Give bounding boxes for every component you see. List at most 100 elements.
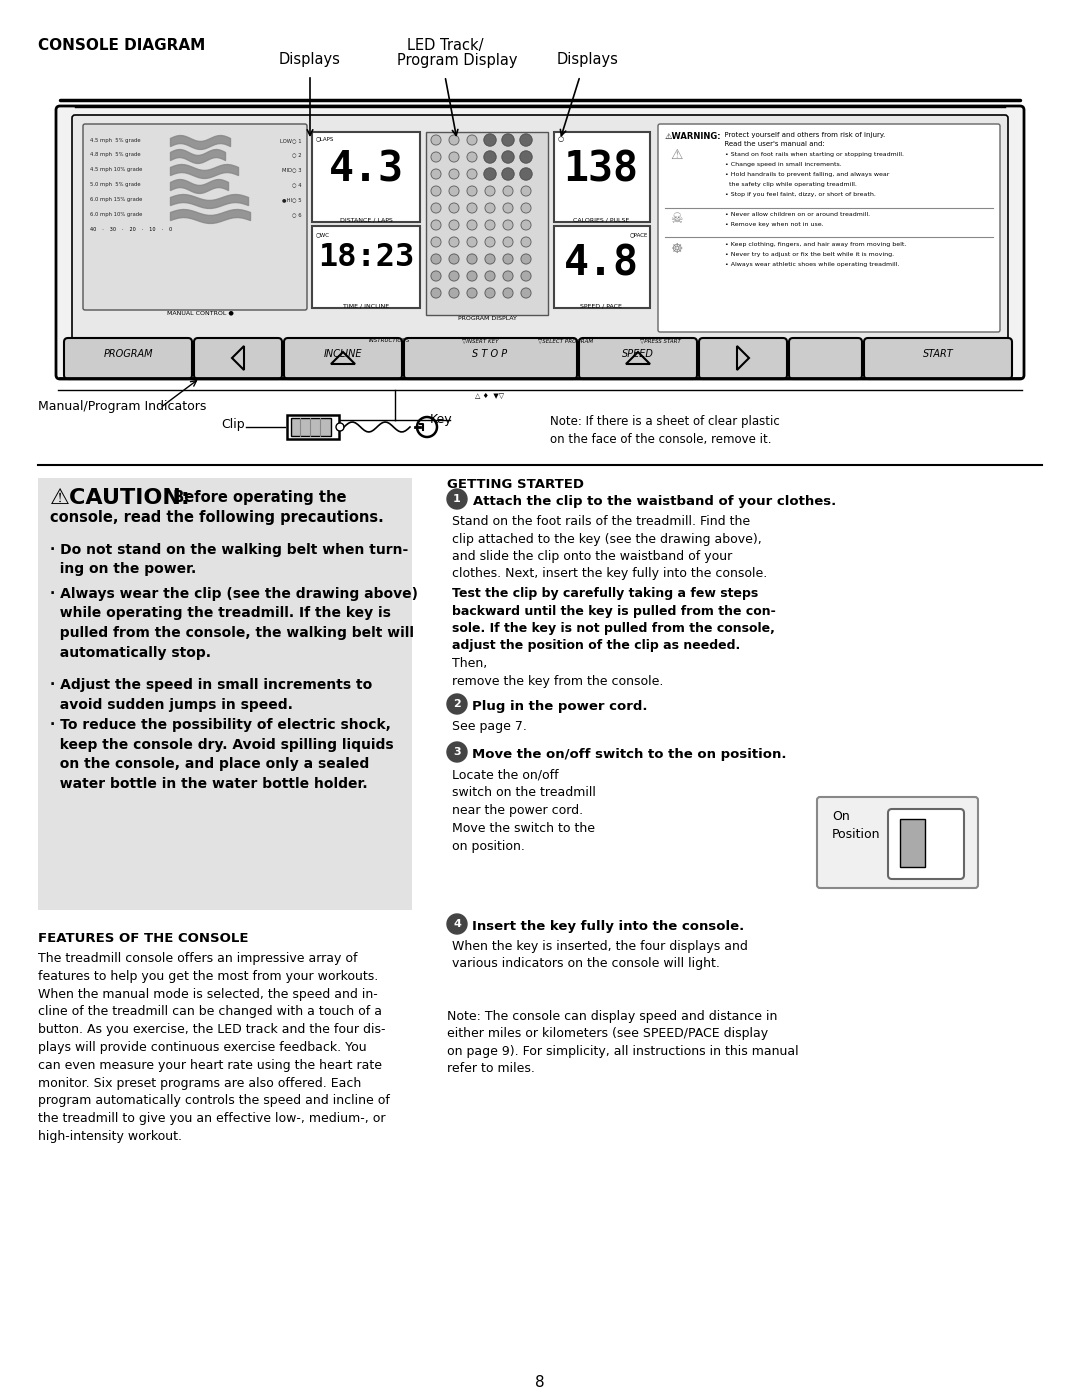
FancyBboxPatch shape: [888, 809, 964, 879]
Bar: [426, 131, 548, 314]
Text: ☠: ☠: [670, 212, 683, 226]
FancyBboxPatch shape: [658, 124, 1000, 332]
Circle shape: [449, 169, 459, 179]
Text: Stand on the foot rails of the treadmill. Find the
clip attached to the key (see: Stand on the foot rails of the treadmill…: [453, 515, 767, 581]
Text: INSTRUCTIONS: INSTRUCTIONS: [369, 338, 410, 344]
Circle shape: [503, 186, 513, 196]
FancyBboxPatch shape: [579, 338, 697, 379]
Text: Program Display: Program Display: [396, 53, 517, 68]
Circle shape: [467, 203, 477, 212]
Text: 4.8: 4.8: [564, 242, 638, 284]
Text: Move the on/off switch to the on position.: Move the on/off switch to the on positio…: [472, 747, 786, 761]
Text: 4.3: 4.3: [328, 148, 404, 190]
Text: GETTING STARTED: GETTING STARTED: [447, 478, 584, 490]
Circle shape: [417, 416, 437, 437]
Text: Then,
remove the key from the console.: Then, remove the key from the console.: [453, 657, 663, 687]
Text: • Never try to adjust or fix the belt while it is moving.: • Never try to adjust or fix the belt wh…: [725, 251, 894, 257]
Text: ▽INSERT KEY: ▽INSERT KEY: [462, 338, 498, 344]
FancyBboxPatch shape: [72, 115, 1008, 344]
Circle shape: [431, 152, 441, 162]
Text: On: On: [832, 810, 850, 823]
Circle shape: [467, 271, 477, 281]
Text: ○PACE: ○PACE: [630, 232, 648, 237]
FancyBboxPatch shape: [284, 338, 402, 379]
Circle shape: [485, 203, 495, 212]
Circle shape: [503, 288, 513, 298]
Circle shape: [431, 237, 441, 247]
Circle shape: [484, 134, 496, 147]
Bar: [312, 226, 420, 307]
Text: Manual/Program Indicators: Manual/Program Indicators: [38, 400, 206, 414]
Text: INCLINE: INCLINE: [324, 349, 362, 359]
Text: DISTANCE / LAPS: DISTANCE / LAPS: [339, 218, 392, 224]
Circle shape: [503, 254, 513, 264]
Circle shape: [449, 254, 459, 264]
Text: Clip: Clip: [221, 418, 245, 432]
Circle shape: [485, 219, 495, 231]
FancyBboxPatch shape: [404, 338, 577, 379]
Text: 18:23: 18:23: [318, 242, 414, 272]
Text: · Always wear the clip (see the drawing above)
  while operating the treadmill. : · Always wear the clip (see the drawing …: [50, 587, 418, 659]
Text: Locate the on/off
switch on the treadmill
near the power cord.
Move the switch t: Locate the on/off switch on the treadmil…: [453, 768, 596, 854]
Text: 4.5 mph  5% grade: 4.5 mph 5% grade: [90, 138, 140, 142]
Text: Note: The console can display speed and distance in
either miles or kilometers (: Note: The console can display speed and …: [447, 1010, 798, 1076]
Text: Displays: Displays: [557, 52, 619, 67]
Text: Plug in the power cord.: Plug in the power cord.: [472, 700, 648, 712]
Text: LED Track/: LED Track/: [407, 38, 483, 53]
Circle shape: [502, 151, 514, 163]
Circle shape: [467, 136, 477, 145]
Circle shape: [449, 219, 459, 231]
Circle shape: [503, 219, 513, 231]
Text: ○ 6: ○ 6: [293, 212, 302, 217]
Text: MID○ 3: MID○ 3: [283, 168, 302, 172]
Circle shape: [449, 203, 459, 212]
Text: Key: Key: [430, 414, 453, 426]
Text: START: START: [922, 349, 954, 359]
Text: • Never allow children on or around treadmill.: • Never allow children on or around trea…: [725, 212, 870, 217]
Circle shape: [431, 288, 441, 298]
Circle shape: [467, 237, 477, 247]
Text: ○WC: ○WC: [316, 232, 330, 237]
Text: Insert the key fully into the console.: Insert the key fully into the console.: [472, 921, 744, 933]
Circle shape: [467, 219, 477, 231]
Circle shape: [519, 151, 532, 163]
Circle shape: [431, 219, 441, 231]
Text: Attach the clip to the waistband of your clothes.: Attach the clip to the waistband of your…: [473, 495, 836, 509]
Circle shape: [447, 694, 467, 714]
Circle shape: [467, 152, 477, 162]
Circle shape: [431, 136, 441, 145]
Text: 4: 4: [454, 919, 461, 929]
Circle shape: [502, 134, 514, 147]
Bar: [291, 418, 330, 436]
Text: 8: 8: [536, 1375, 544, 1390]
Circle shape: [467, 186, 477, 196]
Text: ⚠WARNING:: ⚠WARNING:: [665, 131, 721, 141]
Text: • Stand on foot rails when starting or stopping treadmill.: • Stand on foot rails when starting or s…: [725, 152, 904, 156]
Bar: [900, 819, 924, 868]
Circle shape: [447, 914, 467, 935]
Circle shape: [485, 237, 495, 247]
Text: Note: If there is a sheet of clear plastic
on the face of the console, remove it: Note: If there is a sheet of clear plast…: [550, 415, 780, 446]
Circle shape: [431, 169, 441, 179]
Text: PROGRAM DISPLAY: PROGRAM DISPLAY: [458, 316, 516, 321]
Circle shape: [503, 203, 513, 212]
Text: MANUAL CONTROL ●: MANUAL CONTROL ●: [166, 310, 233, 314]
Text: ▽PRESS START: ▽PRESS START: [639, 338, 680, 344]
Bar: [554, 226, 650, 307]
Text: 40    ·    30    ·    20    ·    10    ·    0: 40 · 30 · 20 · 10 · 0: [90, 226, 172, 232]
Circle shape: [484, 168, 496, 180]
Circle shape: [521, 203, 531, 212]
FancyBboxPatch shape: [816, 798, 978, 888]
FancyBboxPatch shape: [699, 338, 787, 379]
Circle shape: [521, 219, 531, 231]
Text: 4.8 mph  5% grade: 4.8 mph 5% grade: [90, 152, 140, 156]
Text: ○ 2: ○ 2: [293, 152, 302, 156]
Text: ○ 4: ○ 4: [293, 182, 302, 187]
FancyBboxPatch shape: [789, 338, 862, 379]
FancyBboxPatch shape: [864, 338, 1012, 379]
Circle shape: [449, 237, 459, 247]
Text: 6.0 mph 10% grade: 6.0 mph 10% grade: [90, 212, 143, 217]
Text: PROGRAM: PROGRAM: [104, 349, 152, 359]
Circle shape: [467, 254, 477, 264]
Text: TIME / INCLINE: TIME / INCLINE: [343, 305, 389, 309]
